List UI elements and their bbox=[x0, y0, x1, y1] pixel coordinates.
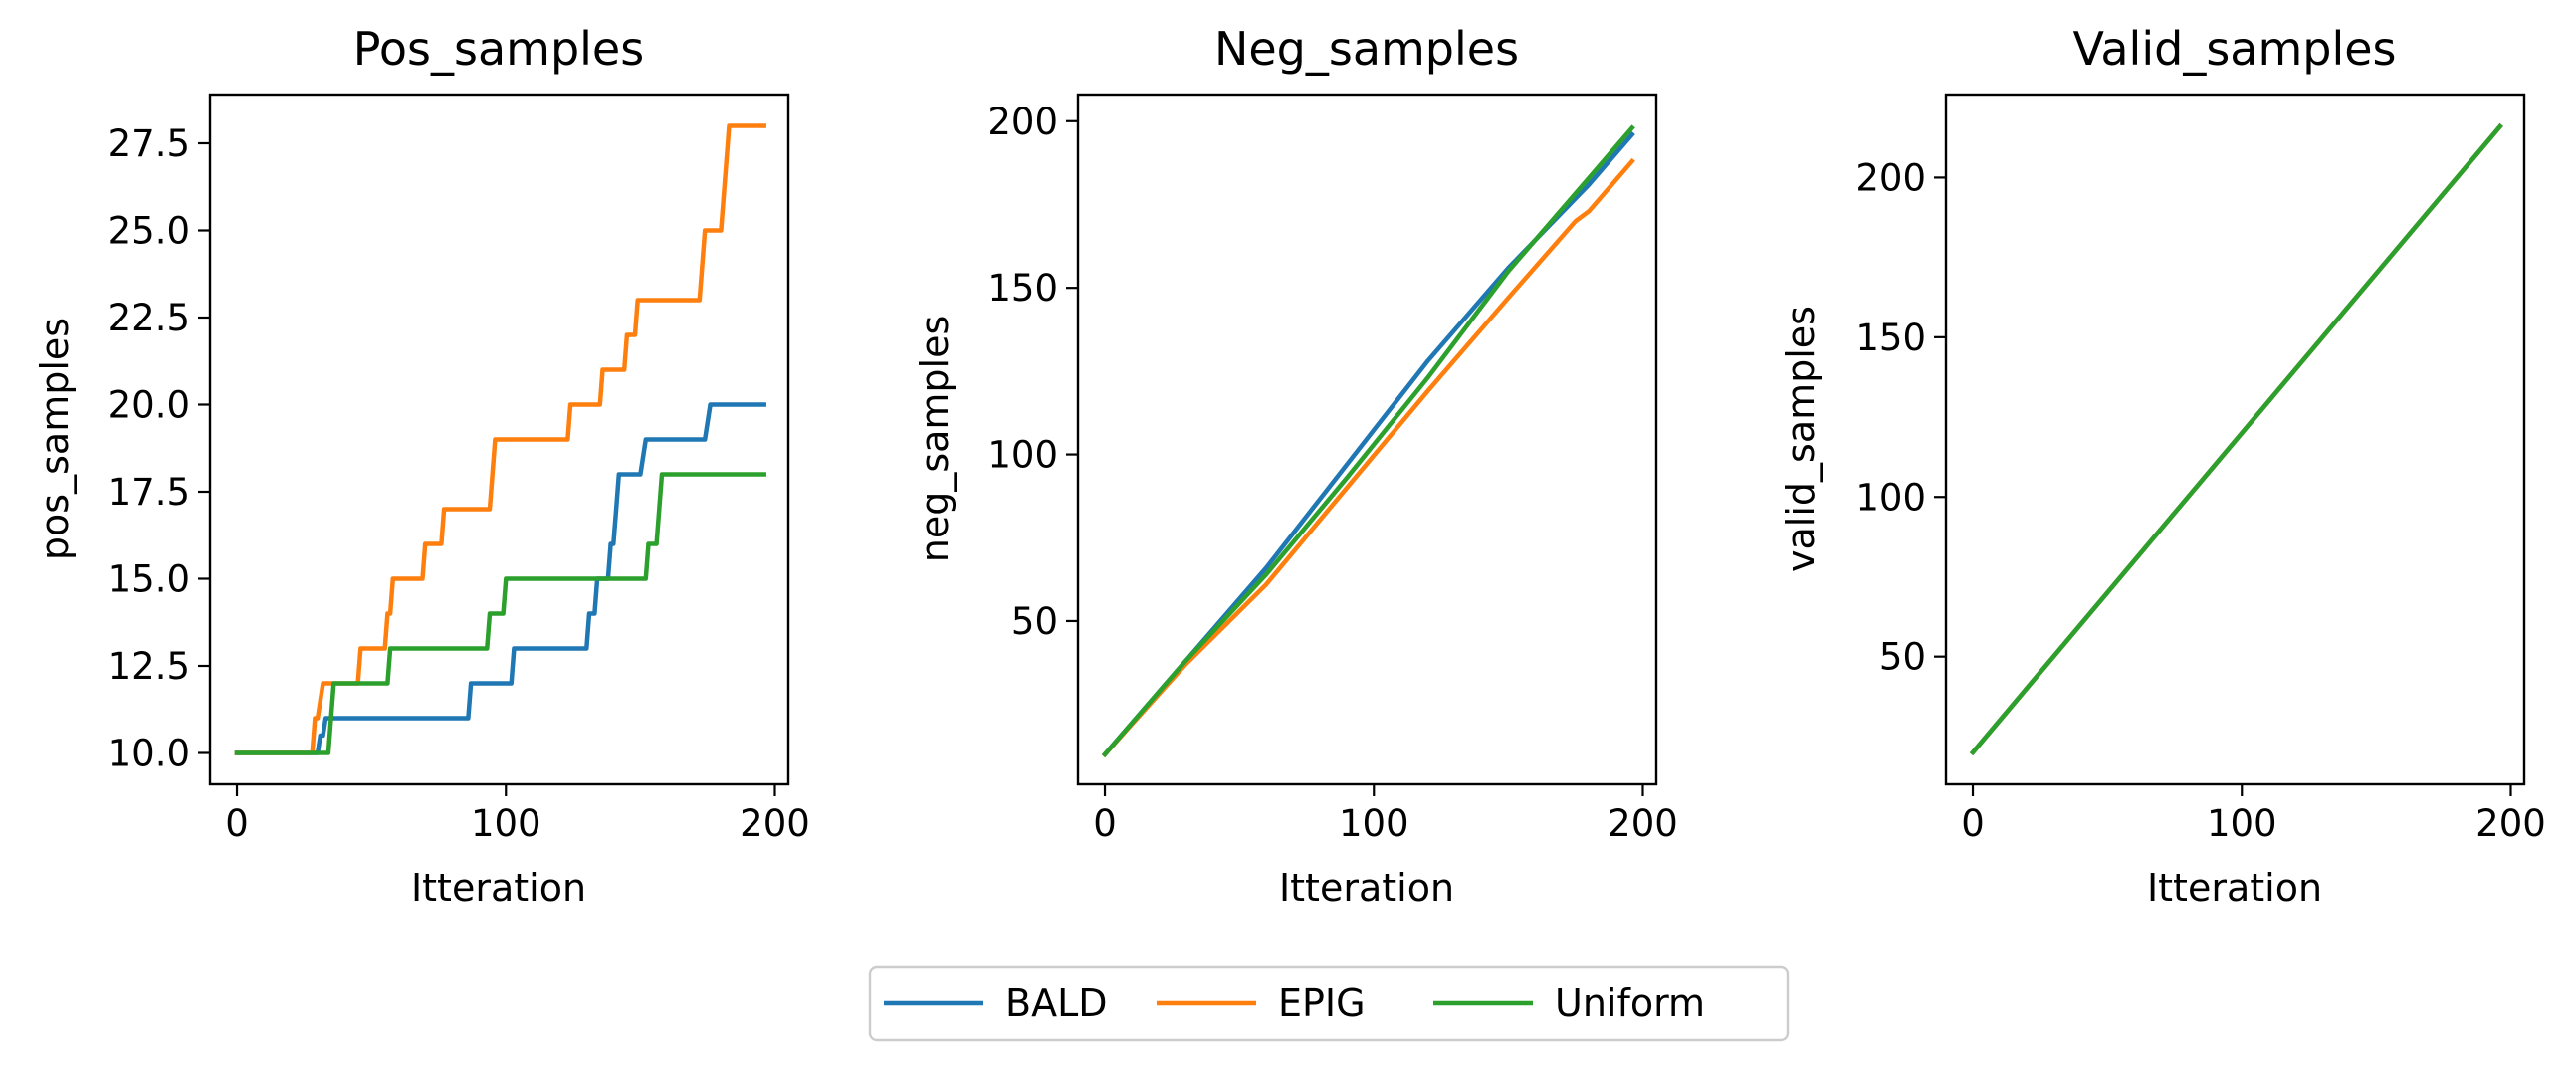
chart-title: Valid_samples bbox=[2072, 22, 2396, 76]
y-axis-label: valid_samples bbox=[1779, 306, 1823, 572]
y-tick-label: 12.5 bbox=[108, 645, 190, 688]
y-tick-label: 20.0 bbox=[108, 384, 190, 427]
y-tick-label: 100 bbox=[1855, 476, 1926, 519]
x-tick-label: 100 bbox=[1339, 802, 1409, 845]
y-axis-label: pos_samples bbox=[33, 318, 77, 560]
x-axis-label: Itteration bbox=[411, 866, 586, 910]
y-tick-label: 200 bbox=[1855, 156, 1926, 199]
pos-samples-chart: Pos_samples Itteration pos_samples 0 100 2… bbox=[33, 22, 810, 910]
chart-title: Pos_samples bbox=[353, 22, 644, 76]
x-tick-label: 0 bbox=[225, 802, 249, 845]
y-tick-label: 50 bbox=[1879, 636, 1926, 679]
x-tick-label: 200 bbox=[2475, 802, 2546, 845]
x-tick-label: 200 bbox=[740, 802, 810, 845]
x-axis-label: Itteration bbox=[1279, 866, 1454, 910]
y-tick-label: 25.0 bbox=[108, 210, 190, 253]
x-axis-label: Itteration bbox=[2147, 866, 2322, 910]
y-tick-label: 200 bbox=[987, 101, 1058, 143]
legend: BALD EPIG Uniform bbox=[868, 965, 1790, 1042]
y-tick-label: 15.0 bbox=[108, 558, 190, 601]
legend-label-epig: EPIG bbox=[1278, 981, 1366, 1025]
series-line-bald bbox=[234, 402, 766, 755]
valid-samples-chart: Valid_samples Itteration valid_samples 0… bbox=[1779, 22, 2546, 910]
legend-label-bald: BALD bbox=[1005, 981, 1108, 1025]
y-axis-label: neg_samples bbox=[913, 316, 957, 563]
series-line-uniform bbox=[1101, 124, 1635, 758]
y-tick-label: 150 bbox=[987, 267, 1058, 310]
x-tick-label: 0 bbox=[1093, 802, 1117, 845]
x-tick-label: 0 bbox=[1961, 802, 1985, 845]
y-tick-label: 50 bbox=[1011, 600, 1058, 643]
y-tick-label: 22.5 bbox=[108, 297, 190, 339]
series-line-uniform bbox=[234, 472, 766, 755]
y-tick-label: 27.5 bbox=[108, 122, 190, 165]
chart-title: Neg_samples bbox=[1214, 22, 1519, 76]
x-tick-label: 100 bbox=[471, 802, 541, 845]
legend-label-uniform: Uniform bbox=[1555, 981, 1705, 1025]
series-line-uniform bbox=[1969, 122, 2503, 756]
series-line-epig bbox=[1101, 157, 1635, 758]
x-tick-label: 100 bbox=[2207, 802, 2277, 845]
x-tick-label: 200 bbox=[1608, 802, 1678, 845]
neg-samples-chart: Neg_samples Itteration neg_samples 0 100 2… bbox=[913, 22, 1678, 910]
y-tick-label: 10.0 bbox=[108, 733, 190, 775]
y-tick-label: 17.5 bbox=[108, 471, 190, 514]
y-tick-label: 100 bbox=[987, 434, 1058, 477]
y-tick-label: 150 bbox=[1855, 317, 1926, 359]
